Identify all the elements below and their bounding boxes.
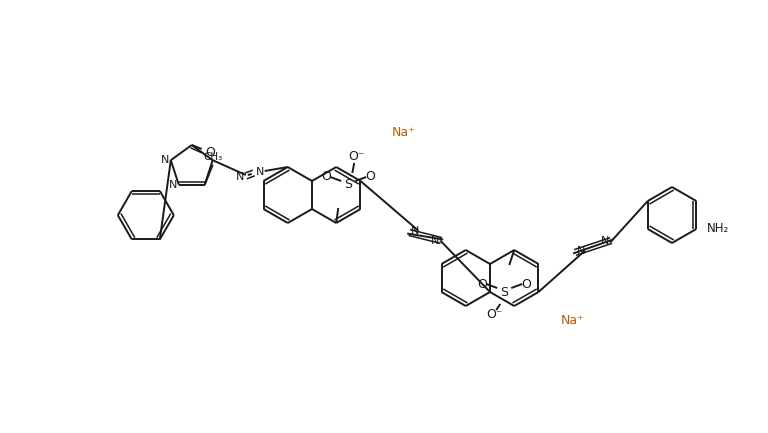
Text: O: O [205,146,215,159]
Text: CH₃: CH₃ [203,152,222,162]
Text: N: N [236,172,244,182]
Text: Na⁺: Na⁺ [561,313,584,326]
Text: S: S [500,285,508,298]
Text: O: O [521,278,531,291]
Text: N: N [161,155,169,165]
Text: N: N [577,246,585,256]
Text: O: O [321,171,331,184]
Text: N: N [411,226,419,236]
Text: NH₂: NH₂ [707,223,730,236]
Text: O: O [477,278,487,291]
Text: O⁻: O⁻ [348,151,365,164]
Text: S: S [344,178,353,191]
Text: N: N [256,167,264,177]
Text: N: N [169,180,177,190]
Text: O⁻: O⁻ [486,307,502,320]
Text: Na⁺: Na⁺ [392,126,415,139]
Text: N: N [431,236,439,246]
Text: O: O [366,171,376,184]
Text: N: N [601,236,609,246]
